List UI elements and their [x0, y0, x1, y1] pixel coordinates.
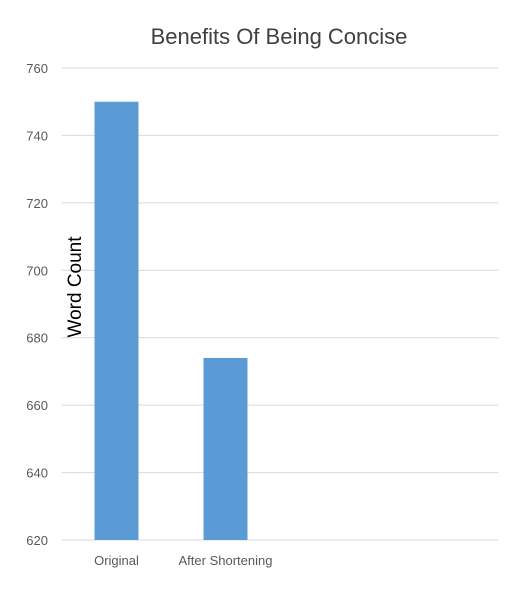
y-tick-label: 660 — [26, 398, 48, 413]
bar-after-shortening — [203, 357, 248, 540]
y-tick-label: 740 — [26, 128, 48, 143]
x-tick-label: After Shortening — [179, 553, 273, 568]
bars — [94, 101, 248, 540]
x-tick-label: Original — [94, 553, 139, 568]
y-tick-label: 620 — [26, 533, 48, 548]
y-tick-label: 700 — [26, 263, 48, 278]
y-tick-label: 680 — [26, 331, 48, 346]
x-axis-tick-labels: Original After Shortening — [94, 553, 272, 568]
y-tick-label: 640 — [26, 466, 48, 481]
y-tick-label: 720 — [26, 196, 48, 211]
y-tick-label: 760 — [26, 61, 48, 76]
bar-original — [94, 101, 139, 540]
y-axis-label: Word Count — [65, 236, 86, 338]
y-axis-tick-labels: 620 640 660 680 700 720 740 760 — [26, 61, 48, 548]
chart-title: Benefits Of Being Concise — [151, 24, 408, 49]
